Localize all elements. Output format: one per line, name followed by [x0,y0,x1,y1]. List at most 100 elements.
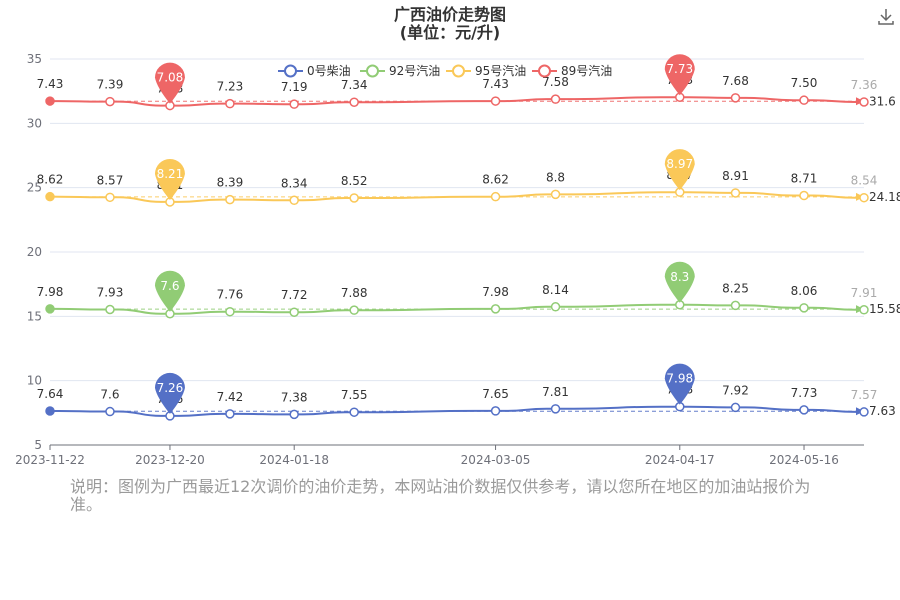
series-0-label-11: 7.57 [851,388,878,402]
series-0-label-10: 7.73 [791,386,818,400]
series-1-label-5: 7.88 [341,286,368,300]
x-tick-label-2023-12-20: 2023-12-20 [135,453,205,467]
series-1-point-7 [550,302,561,312]
series-2-point-4 [289,195,299,206]
series-3-label-5: 7.34 [341,78,368,92]
series-0-point-3 [225,409,235,419]
legend-label-1: 92号汽油 [389,63,440,78]
series-0-label-6: 7.65 [482,387,509,401]
series-1: 15.58 7.98 7.93 7.6 7.76 7.72 7.88 7.98 8.14 8.3 8… [37,261,900,319]
series-0-label-3: 7.42 [217,390,244,404]
series-2-point-10 [799,190,809,201]
series-0-min-marker-label: 7.26 [157,381,184,395]
series-0-min-marker [154,372,185,414]
series-3-label-1: 7.39 [97,78,124,92]
series-1-min-marker-label: 7.6 [160,279,179,293]
series-1-point-0 [45,304,55,314]
series-2-point-6 [490,191,501,202]
series-0: 7.63 7.64 7.6 7.26 7.42 7.38 7.55 7.65 7.81 7.98 7… [37,363,896,421]
legend[interactable]: 0号柴油 92号汽油 95号汽油 89号汽油 [278,63,612,78]
series-1-label-0: 7.98 [37,285,64,299]
legend-item-2[interactable]: 95号汽油 [446,63,526,78]
series-3-label-6: 7.43 [482,77,509,91]
series-2-label-11: 8.54 [851,174,878,188]
legend-item-0[interactable]: 0号柴油 [278,64,351,78]
series-1-max-marker-label: 8.3 [670,270,689,284]
series-1-line [49,303,864,315]
legend-marker-2 [452,64,465,78]
series-0-label-0: 7.64 [37,387,64,401]
series-0-point-4 [289,409,299,420]
series-3-max-marker-label: 7.73 [666,62,693,76]
series-1-point-11 [859,305,869,315]
y-tick-label-30: 30 [27,116,42,130]
series-0-max-marker [664,363,695,405]
series-2-point-0 [45,191,55,202]
series-2: 24.18 8.62 8.57 8.21 8.39 8.34 8.52 8.62 8.8 8.97… [37,149,900,207]
series-1-label-11: 7.91 [851,286,878,300]
series-1-label-7: 8.14 [542,283,569,297]
series-3-label-7: 7.58 [542,75,569,89]
series-3-label-11: 7.36 [851,78,878,92]
series-0-line [49,405,864,417]
legend-marker-1 [366,64,379,78]
y-tick-label-20: 20 [27,245,42,259]
series-3-label-10: 7.50 [791,76,818,90]
legend-marker-0 [284,64,297,78]
axes: 5 10 15 20 25 30 35 2023-11-22 2023-12-20 2024-01… [15,52,864,467]
series-2-max-marker [664,149,695,191]
x-tick-label-2024-04-17: 2024-04-17 [645,453,715,467]
series-3-end-label: 31.6 [869,94,896,108]
series-1-label-4: 7.72 [281,288,308,302]
y-tick-label-35: 35 [27,52,42,66]
download-icon[interactable] [876,6,896,26]
series-2-label-4: 8.34 [281,176,308,190]
series-2-point-9 [730,188,741,198]
series-1-point-9 [730,300,741,311]
series-0-point-10 [799,405,809,415]
series-3-point-3 [225,98,235,109]
series-3-point-9 [730,93,741,103]
legend-marker-3 [538,64,551,78]
series-0-point-0 [45,406,55,416]
series-3-point-1 [105,96,115,107]
series-2-min-marker [154,158,185,200]
series-1-min-marker [154,270,185,312]
chart-note: 说明：图例为广西最近12次调价的油价走势，本网站油价数据仅供参考，请以您所在地区… [70,477,811,514]
series-2-label-3: 8.39 [217,176,244,190]
series-0-point-9 [730,402,741,413]
legend-item-3[interactable]: 89号汽油 [532,63,612,78]
series-2-label-9: 8.91 [722,169,749,183]
grid [50,58,864,382]
series-2-point-5 [349,193,359,203]
y-tick-label-15: 15 [27,309,42,323]
series-0-label-5: 7.55 [341,388,368,402]
series-1-label-9: 8.25 [722,281,749,295]
y-tick-label-10: 10 [27,374,42,388]
series-0-point-6 [490,406,501,416]
series-layer: 7.63 7.64 7.6 7.26 7.42 7.38 7.55 7.65 7.81 7.98 7… [37,54,900,421]
legend-label-0: 0号柴油 [307,64,351,78]
series-2-end-label: 24.18 [869,190,900,204]
series-1-point-3 [225,306,235,317]
series-2-point-3 [225,194,235,205]
x-tick-label-2024-05-16: 2024-05-16 [769,453,839,467]
series-3-min-marker-label: 7.08 [157,71,184,85]
series-1-label-1: 7.93 [97,286,124,300]
series-1-label-10: 8.06 [791,284,818,298]
series-2-label-0: 8.62 [37,173,64,187]
series-2-line [49,191,864,203]
series-0-point-11 [859,407,869,417]
legend-item-1[interactable]: 92号汽油 [360,63,440,78]
chart-title: 广西油价走势图 [394,5,506,24]
series-2-label-5: 8.52 [341,174,368,188]
legend-label-3: 89号汽油 [561,63,612,78]
series-2-label-10: 8.71 [791,172,818,186]
legend-label-2: 95号汽油 [475,63,526,78]
series-0-point-1 [105,406,115,417]
series-1-point-6 [490,304,501,314]
series-1-label-6: 7.98 [482,285,509,299]
series-1-point-1 [105,304,115,315]
series-1-point-5 [349,305,359,315]
